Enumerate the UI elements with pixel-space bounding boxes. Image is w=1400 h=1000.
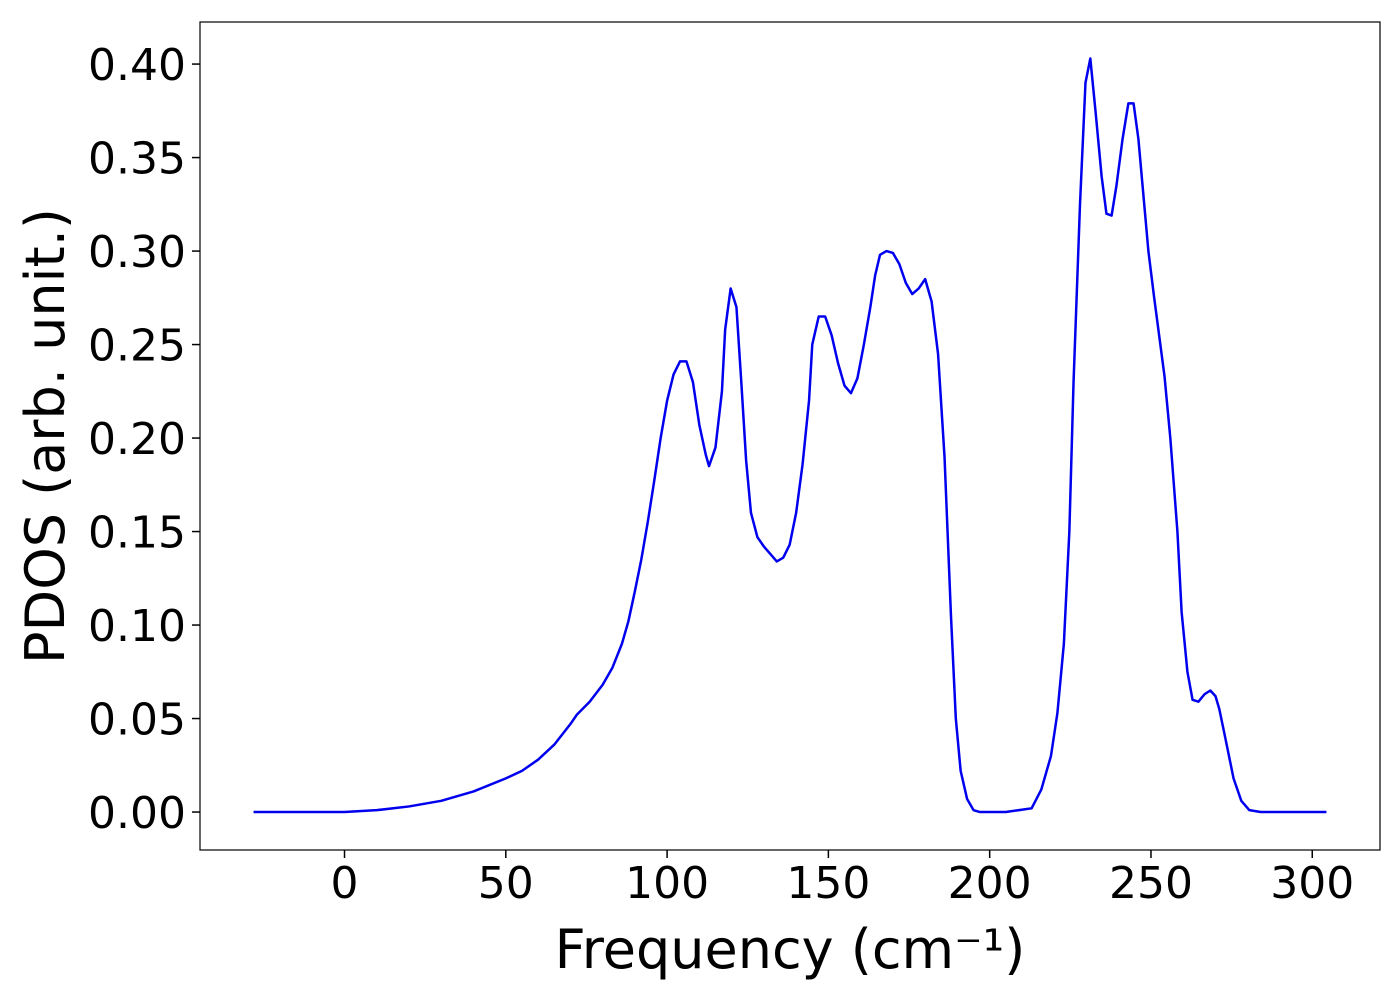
y-tick-label: 0.00 <box>88 788 186 839</box>
x-tick-label: 200 <box>948 858 1032 909</box>
x-tick-label: 250 <box>1109 858 1193 909</box>
y-tick-label: 0.20 <box>88 414 186 465</box>
y-tick-label: 0.10 <box>88 601 186 652</box>
y-tick-label: 0.05 <box>88 695 186 746</box>
y-axis-label: PDOS (arb. unit.) <box>14 208 77 664</box>
x-tick-label: 150 <box>786 858 870 909</box>
x-tick-label: 100 <box>625 858 709 909</box>
y-tick-label: 0.25 <box>88 321 186 372</box>
x-axis-label: Frequency (cm⁻¹) <box>555 918 1026 981</box>
y-tick-label: 0.30 <box>88 227 186 278</box>
x-tick-label: 300 <box>1270 858 1354 909</box>
y-tick-label: 0.40 <box>88 40 186 91</box>
data-line <box>253 57 1327 814</box>
plot-frame <box>199 21 1381 851</box>
y-tick-label: 0.15 <box>88 508 186 559</box>
y-tick-label: 0.35 <box>88 134 186 185</box>
x-tick-label: 50 <box>478 858 534 909</box>
x-tick-label: 0 <box>331 858 359 909</box>
